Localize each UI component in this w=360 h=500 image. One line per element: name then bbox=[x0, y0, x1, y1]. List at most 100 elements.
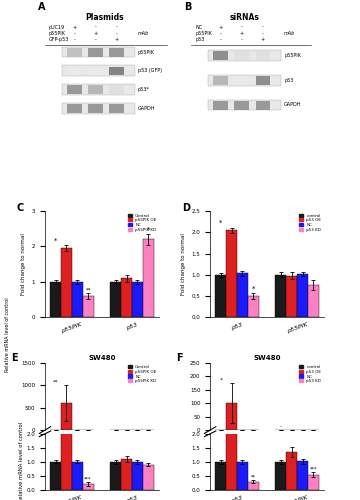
Text: -: - bbox=[262, 24, 264, 29]
Legend: control, p53 OE, NC, p53 KD: control, p53 OE, NC, p53 KD bbox=[298, 213, 322, 232]
Bar bbox=[297, 274, 308, 317]
Text: F: F bbox=[176, 352, 183, 362]
Text: +: + bbox=[218, 24, 222, 29]
Bar bbox=[109, 66, 124, 76]
Legend: Control, p55PIK OE, NC, p55PIK KD: Control, p55PIK OE, NC, p55PIK KD bbox=[127, 364, 157, 384]
Bar bbox=[256, 51, 270, 60]
Bar bbox=[61, 403, 72, 430]
Text: mAb: mAb bbox=[284, 31, 296, 36]
Bar bbox=[62, 66, 135, 76]
Bar bbox=[308, 474, 319, 490]
Text: p53: p53 bbox=[284, 78, 293, 82]
Text: -: - bbox=[280, 424, 282, 430]
Text: -: - bbox=[95, 24, 96, 29]
Text: pUC19: pUC19 bbox=[49, 24, 65, 29]
Y-axis label: Fold change to normal: Fold change to normal bbox=[181, 233, 186, 295]
Text: p53 (GFP): p53 (GFP) bbox=[138, 68, 162, 73]
Text: -: - bbox=[262, 31, 264, 36]
Text: p55PIK: p55PIK bbox=[49, 31, 66, 36]
Text: +: + bbox=[72, 24, 76, 29]
Text: NC: NC bbox=[195, 24, 202, 29]
Text: B: B bbox=[185, 2, 192, 12]
Text: p55PIK: p55PIK bbox=[195, 31, 212, 36]
Bar bbox=[297, 462, 308, 490]
Y-axis label: Relative mRNA level of control: Relative mRNA level of control bbox=[19, 422, 24, 500]
Bar bbox=[226, 230, 237, 317]
Text: D: D bbox=[182, 202, 190, 212]
Bar bbox=[62, 102, 135, 114]
Bar bbox=[111, 282, 121, 317]
Bar bbox=[83, 484, 94, 490]
Text: A: A bbox=[39, 2, 46, 12]
Bar bbox=[215, 462, 226, 490]
Text: +: + bbox=[261, 37, 265, 42]
Title: SW480: SW480 bbox=[253, 355, 281, 361]
Legend: control, p53 OE, NC, p53 KD: control, p53 OE, NC, p53 KD bbox=[298, 364, 322, 384]
Bar bbox=[248, 296, 258, 317]
Text: siRNAs: siRNAs bbox=[229, 13, 259, 22]
Bar bbox=[143, 240, 154, 317]
Bar bbox=[88, 48, 103, 56]
Text: p53*: p53* bbox=[138, 87, 150, 92]
Bar bbox=[83, 296, 94, 317]
Bar bbox=[62, 46, 135, 58]
Bar bbox=[256, 101, 270, 110]
Bar bbox=[286, 276, 297, 317]
Bar bbox=[132, 462, 143, 490]
Bar bbox=[234, 76, 249, 84]
Text: **: ** bbox=[251, 474, 256, 480]
Bar bbox=[132, 282, 143, 317]
Text: GAPDH: GAPDH bbox=[284, 102, 302, 108]
Text: +: + bbox=[115, 37, 119, 42]
Text: p55PIK: p55PIK bbox=[284, 52, 301, 58]
Text: Plasmids: Plasmids bbox=[85, 13, 124, 22]
Text: *: * bbox=[252, 286, 255, 292]
Bar bbox=[208, 74, 282, 86]
Bar bbox=[213, 101, 228, 110]
Bar bbox=[248, 482, 258, 490]
Text: **: ** bbox=[85, 287, 91, 292]
Bar bbox=[50, 462, 61, 490]
Bar bbox=[237, 462, 248, 490]
Bar bbox=[213, 76, 228, 84]
Bar bbox=[256, 76, 270, 84]
Text: Relative mRNA level of control: Relative mRNA level of control bbox=[5, 298, 10, 372]
Bar bbox=[67, 66, 81, 76]
Bar bbox=[286, 452, 297, 490]
Legend: Control, p55PIK OE, NC, p55PIK KD: Control, p55PIK OE, NC, p55PIK KD bbox=[127, 213, 157, 232]
Bar bbox=[121, 278, 132, 317]
Bar bbox=[61, 248, 72, 317]
Text: p53: p53 bbox=[195, 37, 204, 42]
Bar bbox=[61, 0, 72, 490]
Bar bbox=[208, 50, 282, 60]
Text: -: - bbox=[241, 37, 243, 42]
Bar bbox=[208, 100, 282, 110]
Y-axis label: Fold change to normal: Fold change to normal bbox=[21, 233, 26, 295]
Bar bbox=[88, 66, 103, 76]
Bar bbox=[237, 274, 248, 317]
Text: -: - bbox=[116, 24, 118, 29]
Bar bbox=[215, 275, 226, 317]
Text: *: * bbox=[219, 220, 222, 226]
Bar bbox=[109, 104, 124, 112]
Text: -: - bbox=[73, 37, 75, 42]
Bar bbox=[88, 86, 103, 94]
Text: mAb: mAb bbox=[138, 31, 149, 36]
Bar bbox=[226, 403, 237, 430]
Bar bbox=[50, 282, 61, 317]
Bar bbox=[67, 104, 81, 112]
Text: -: - bbox=[73, 31, 75, 36]
Text: p55PIK: p55PIK bbox=[138, 50, 155, 54]
Bar bbox=[67, 48, 81, 56]
Bar bbox=[275, 275, 286, 317]
Bar bbox=[308, 286, 319, 317]
Text: *: * bbox=[54, 238, 57, 244]
Text: GFP-p53: GFP-p53 bbox=[49, 37, 69, 42]
Bar bbox=[234, 51, 249, 60]
Text: ***: *** bbox=[84, 476, 92, 482]
Text: -: - bbox=[220, 37, 221, 42]
Title: SW480: SW480 bbox=[88, 355, 116, 361]
Text: C: C bbox=[17, 202, 24, 212]
Text: *: * bbox=[147, 226, 150, 232]
Text: GAPDH: GAPDH bbox=[138, 106, 156, 110]
